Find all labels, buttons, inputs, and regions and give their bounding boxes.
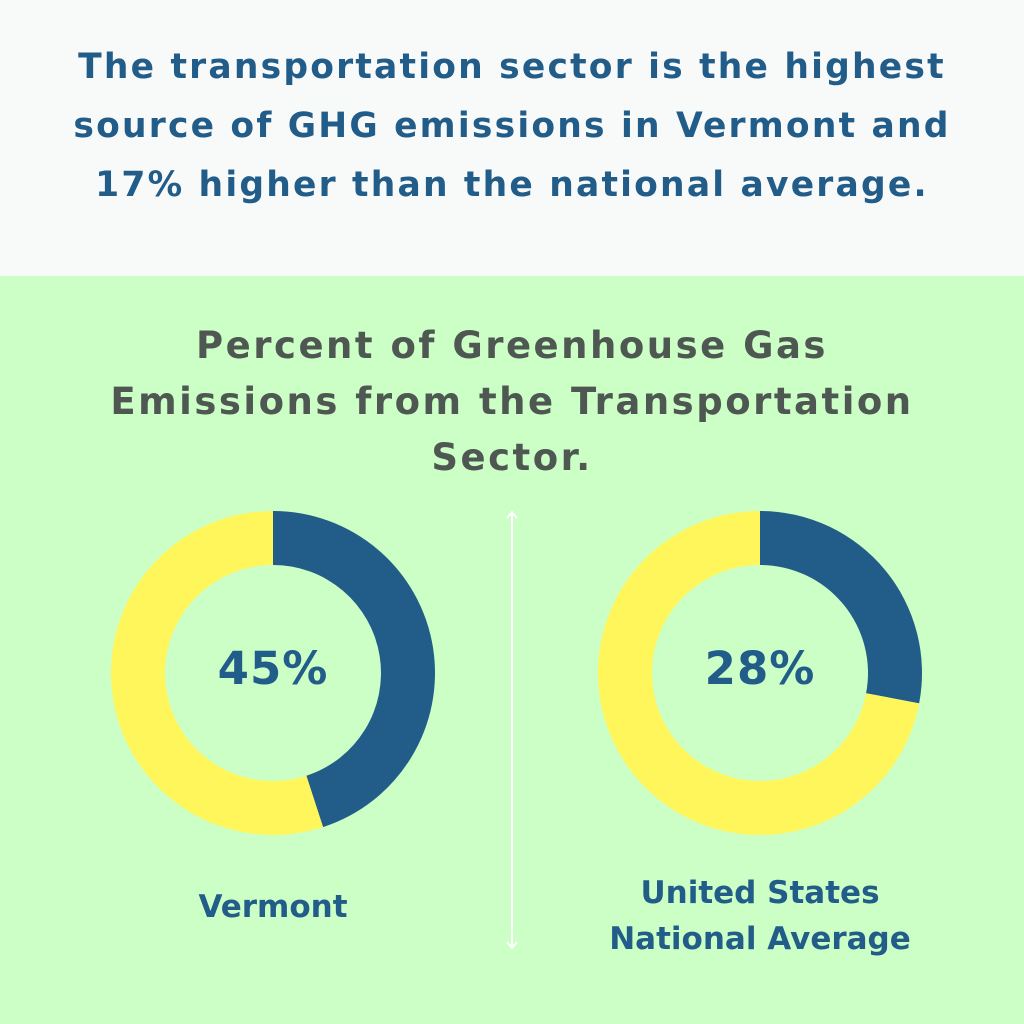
us-national-average-donut-chart [598, 511, 922, 835]
vermont-percent-label: 45% [217, 642, 329, 695]
chart-title: Percent of Greenhouse Gas Emissions from… [110, 324, 914, 479]
us-national-average-label: United States National Average [609, 875, 911, 957]
transportation-slice [760, 511, 922, 704]
vermont-label: Vermont [198, 889, 348, 925]
divider-arrow [506, 510, 518, 950]
other-sectors-slice [111, 511, 324, 835]
us-percent-label: 28% [704, 642, 816, 695]
other-sectors-slice [598, 511, 920, 835]
vermont-donut-chart [111, 511, 435, 835]
header-band [0, 0, 1024, 276]
transportation-slice [273, 511, 435, 828]
headline: The transportation sector is the highest… [73, 47, 951, 205]
